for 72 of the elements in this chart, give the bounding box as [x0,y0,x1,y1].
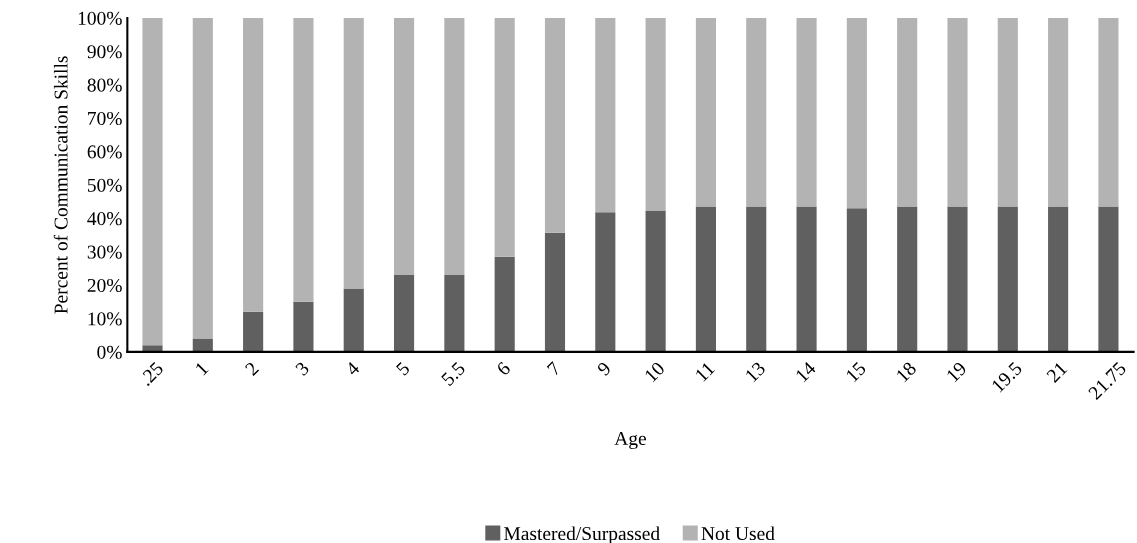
bar [695,206,716,352]
x-tick-label: 2 [244,361,260,377]
x-tick-label: 18 [895,361,917,383]
bar [595,212,616,352]
x-tick-label: 7 [546,361,562,376]
y-tick-label: 80% [87,78,122,92]
bar [142,345,163,352]
bar [947,17,968,207]
bar [192,17,213,339]
bar [695,17,716,207]
bar [1098,206,1119,352]
y-tick-label: 40% [87,212,122,226]
y-tick-label: 50% [87,178,122,192]
x-tick-label: 14 [795,360,817,383]
bar [595,17,616,213]
x-tick-label: 11 [694,361,716,382]
legend-label: Not Used [701,526,775,541]
x-tick-label: 21 [1046,361,1068,383]
bar [846,17,867,209]
x-tick-label: 13 [744,361,767,383]
y-tick-label: 70% [88,111,122,126]
bar [997,17,1018,207]
y-tick-label: 30% [87,245,122,259]
bar [846,208,867,352]
bar [544,232,566,352]
bar [494,17,515,257]
bar [494,256,515,352]
x-tick-label: 5 [395,361,411,376]
bar [394,17,415,276]
x-tick-label: 9 [596,361,612,377]
x-tick-label: 3 [294,361,310,377]
x-tick-label: 5.5 [440,361,466,387]
x-tick-label: 1 [194,361,209,376]
x-tick-label: 4 [344,360,361,377]
bar [1048,206,1069,352]
bar [444,275,465,352]
bar [645,17,666,211]
y-tick-label: 90% [87,45,122,59]
bar [746,206,767,352]
bar [394,275,415,352]
y-tick-label: 20% [87,278,122,293]
bar [796,206,817,352]
bar [746,17,767,207]
bar [142,17,163,346]
bar [897,206,918,352]
bar [897,17,918,207]
x-tick-label: 15 [845,361,867,383]
bar [544,17,566,233]
bar [343,288,364,352]
bar [243,17,264,312]
x-axis-title: Age [614,431,646,450]
bar [1048,17,1069,207]
bar [343,17,364,289]
x-tick-label: 19.5 [991,361,1023,393]
bar [243,311,264,352]
y-axis-title: Percent of Communication Skills [53,56,68,314]
y-tick-label: 60% [87,145,122,159]
bar [1098,17,1119,207]
bar [444,17,465,276]
bar [293,301,314,352]
bar [997,206,1018,352]
x-tick-label: 19 [946,361,968,383]
x-tick-label: .25 [139,361,165,387]
y-tick-label: 100% [78,11,122,25]
x-tick-label: 10 [644,361,666,383]
y-tick-label: 0% [97,345,122,359]
bar [293,17,314,302]
bar [645,210,666,352]
bar [947,206,968,352]
y-tick-label: 10% [88,312,122,326]
bar [796,17,817,207]
x-tick-label: 6 [496,361,512,377]
